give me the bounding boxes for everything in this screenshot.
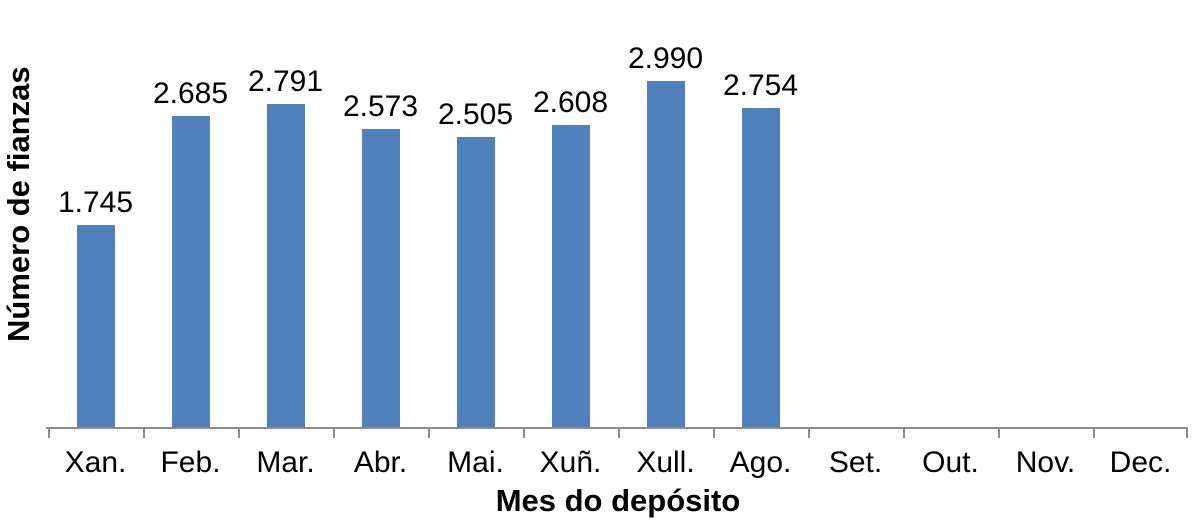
bar-value-label: 2.608 (532, 86, 609, 120)
bar-value-label: 2.685 (152, 77, 229, 111)
x-axis-tick (998, 429, 1000, 438)
bar-value-label: 2.990 (627, 42, 704, 76)
x-axis-tick (1186, 429, 1188, 438)
x-tick-label: Set. (828, 446, 883, 479)
x-axis-tick (1093, 429, 1095, 438)
bar-value-label: 2.573 (342, 90, 419, 124)
x-axis-tick (523, 429, 525, 438)
x-tick-label: Nov. (1015, 446, 1076, 479)
x-axis-title: Mes do depósito (495, 483, 741, 518)
x-tick-label: Xan. (64, 446, 127, 479)
x-axis-tick (618, 429, 620, 438)
x-axis-tick (903, 429, 905, 438)
bar (456, 137, 495, 427)
x-axis-tick (428, 429, 430, 438)
x-axis-line (46, 427, 1188, 429)
x-tick-label: Dec. (1109, 446, 1172, 479)
bar (266, 104, 305, 427)
x-axis-tick (333, 429, 335, 438)
bar-value-label: 2.791 (247, 65, 324, 99)
x-tick-label: Feb. (160, 446, 221, 479)
x-axis-labels: Xan. Feb. Mar. Abr. Mai. Xuñ. Xull. Ago. Set. Out… (48, 446, 1188, 484)
plot-area: 1.745 2.685 2.791 2.573 2.505 2.608 2.990 2.754 (46, 9, 1188, 438)
x-tick-label: Abr. (353, 446, 408, 479)
bar (361, 129, 400, 427)
bar (646, 81, 685, 427)
y-axis-title: Número de fianzas (1, 66, 36, 342)
x-axis-tick (713, 429, 715, 438)
bar (171, 116, 210, 427)
x-tick-label: Xull. (636, 446, 695, 479)
bar (741, 108, 780, 427)
x-tick-label: Mai. (447, 446, 504, 479)
x-axis-tick (808, 429, 810, 438)
x-axis-tick (238, 429, 240, 438)
bar-value-label: 2.505 (437, 98, 514, 132)
x-tick-label: Ago. (729, 446, 792, 479)
x-axis-tick (48, 429, 50, 438)
x-tick-label: Mar. (256, 446, 315, 479)
bar (551, 125, 590, 427)
x-tick-label: Out. (922, 446, 979, 479)
x-tick-label: Xuñ. (539, 446, 602, 479)
x-axis-tick (143, 429, 145, 438)
bar-value-label: 1.745 (57, 186, 134, 220)
bar-value-label: 2.754 (722, 69, 799, 103)
bar (76, 225, 115, 427)
